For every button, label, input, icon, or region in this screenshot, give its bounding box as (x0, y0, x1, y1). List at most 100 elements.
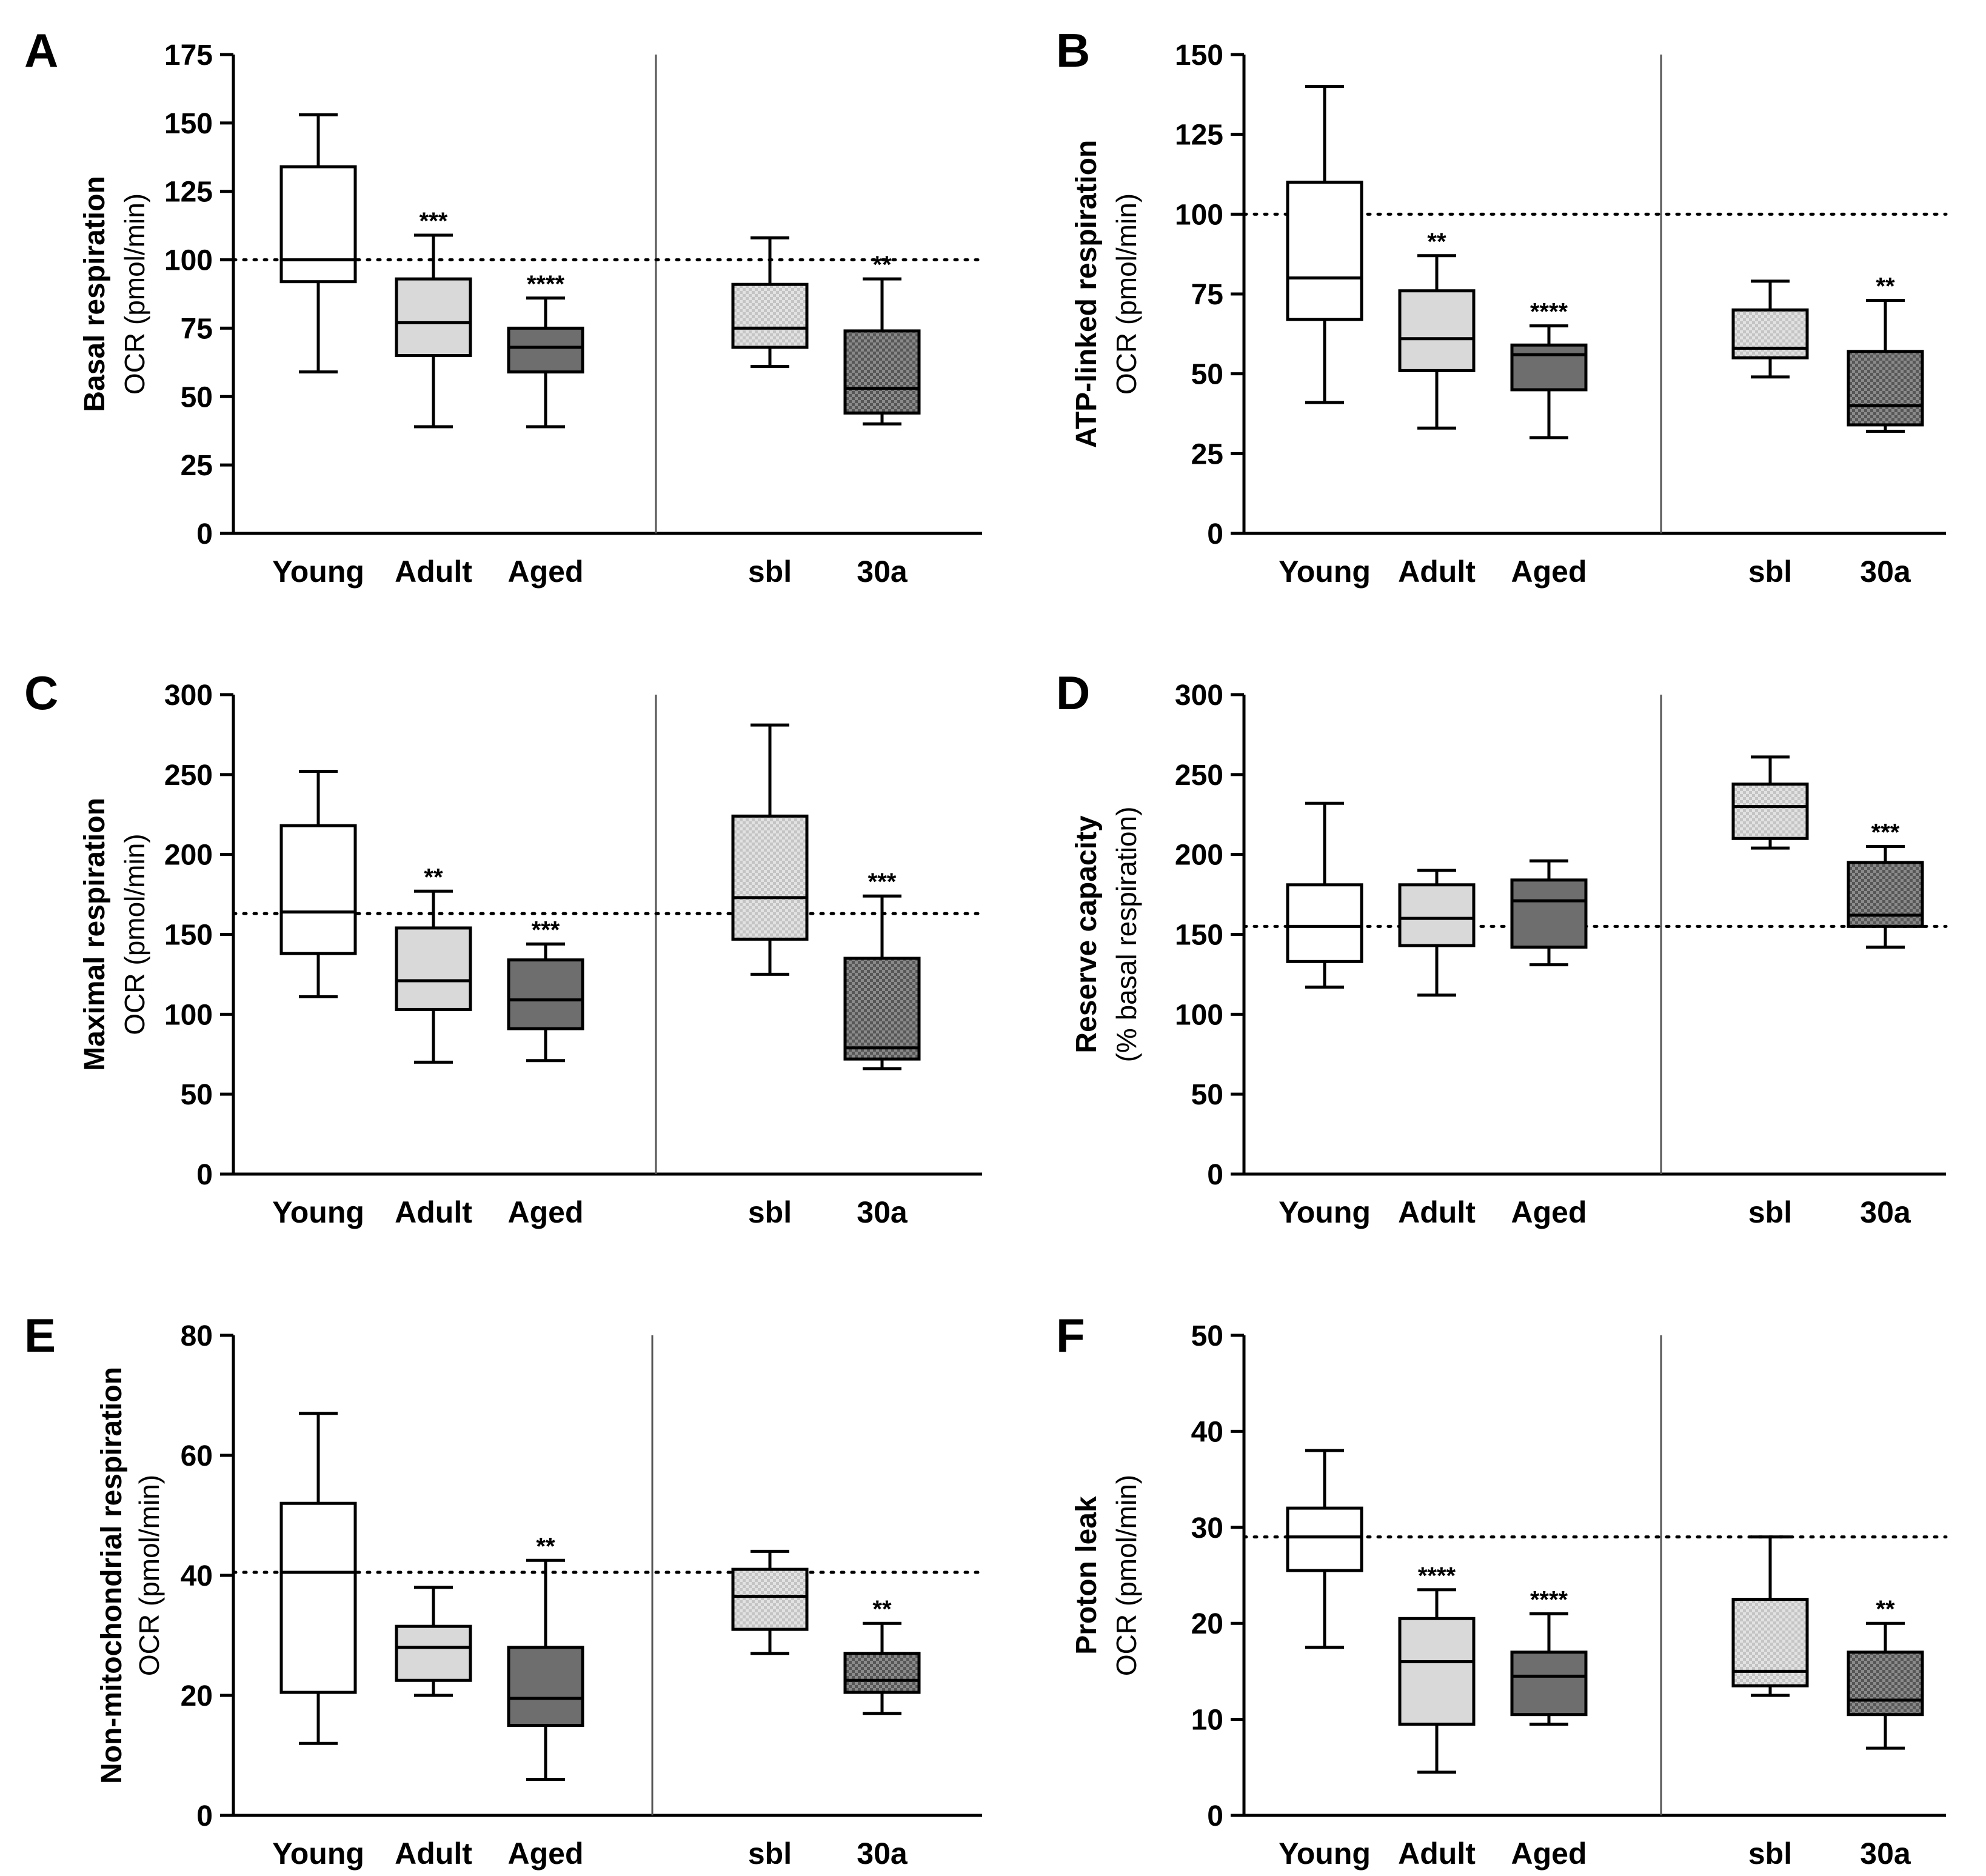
box-adult: *** (395, 208, 472, 429)
significance-marker: ** (872, 252, 892, 278)
x-category-label: sbl (1748, 1195, 1792, 1229)
y-tick-label: 300 (164, 679, 213, 712)
iqr-box (1286, 883, 1363, 963)
y-tick-label: 10 (1191, 1704, 1223, 1737)
panel-letter: A (24, 24, 58, 77)
x-category-label: Aged (1511, 1195, 1587, 1229)
y-tick-label: 150 (1175, 920, 1223, 952)
box-young (1286, 85, 1363, 404)
chart-panel-a: A 0 25 50 75 100 125 150 175 Basal respiration OCR… (24, 24, 984, 589)
x-category-label: 30a (1860, 1195, 1911, 1229)
x-category-label: Adult (395, 555, 472, 589)
box-young (1286, 1449, 1363, 1649)
y-tick-label: 75 (1191, 279, 1223, 311)
significance-marker: **** (1418, 1563, 1456, 1589)
y-axis-title: Maximal respiration (79, 798, 111, 1071)
x-category-label: 30a (857, 1837, 908, 1871)
box-sbl (1731, 755, 1809, 850)
box-30a: *** (843, 869, 921, 1070)
significance-marker: ** (1427, 229, 1446, 255)
y-tick-label: 50 (181, 1079, 213, 1111)
box-sbl (1731, 279, 1809, 379)
y-tick-label: 25 (1191, 438, 1223, 470)
box-30a: *** (1847, 819, 1924, 949)
iqr-box (1510, 878, 1588, 949)
box-adult: ** (395, 864, 472, 1064)
y-axis-subtitle: OCR (pmol/min) (1111, 193, 1142, 395)
x-category-label: Adult (395, 1195, 472, 1229)
iqr-box (1731, 308, 1809, 359)
significance-marker: *** (868, 869, 897, 895)
iqr-box (1847, 350, 1924, 427)
y-tick-label: 0 (1207, 1800, 1223, 1832)
x-category-label: sbl (1748, 1837, 1792, 1871)
y-axis-subtitle: OCR (pmol/min) (133, 1475, 165, 1676)
y-tick-label: 250 (1175, 759, 1223, 792)
y-tick-label: 100 (164, 999, 213, 1031)
x-category-label: 30a (857, 555, 908, 589)
x-category-label: Aged (508, 555, 584, 589)
y-tick-label: 0 (1207, 518, 1223, 550)
chart-panel-f: F 0 10 20 30 40 50 Proton leak OCR (pmol/min) You… (1056, 1309, 1948, 1871)
y-axis-subtitle: OCR (pmol/min) (119, 833, 150, 1035)
x-category-label: 30a (857, 1195, 908, 1229)
iqr-box (843, 956, 921, 1061)
significance-marker: **** (1530, 299, 1568, 325)
iqr-box (279, 165, 357, 284)
x-category-label: Young (272, 1195, 364, 1229)
box-adult (395, 1586, 472, 1697)
significance-marker: ** (536, 1533, 555, 1560)
iqr-box (507, 326, 584, 374)
iqr-box (1398, 883, 1476, 947)
x-category-label: sbl (748, 1195, 792, 1229)
x-category-label: sbl (1748, 555, 1792, 589)
chart-panel-c: C 0 50 100 150 200 250 300 Maximal respiration OC… (24, 666, 984, 1229)
iqr-box (1510, 343, 1588, 392)
box-sbl (731, 723, 809, 976)
x-category-label: Aged (1511, 1837, 1587, 1871)
y-tick-label: 50 (181, 381, 213, 413)
iqr-box (395, 926, 472, 1011)
panel-letter: D (1056, 666, 1090, 719)
box-30a: ** (1847, 1596, 1924, 1750)
y-tick-label: 100 (1175, 199, 1223, 231)
box-aged (1510, 859, 1588, 967)
box-30a: ** (843, 252, 921, 426)
significance-marker: **** (527, 271, 565, 298)
iqr-box (843, 329, 921, 415)
x-category-label: Young (272, 555, 364, 589)
iqr-box (843, 1652, 921, 1694)
box-adult: ** (1398, 229, 1476, 430)
x-category-label: sbl (748, 555, 792, 589)
y-tick-label: 20 (181, 1680, 213, 1712)
x-category-label: Young (1279, 555, 1371, 589)
iqr-box (731, 1567, 809, 1631)
iqr-box (395, 1624, 472, 1682)
panel-letter: F (1056, 1309, 1085, 1362)
y-axis-title: Reserve capacity (1071, 815, 1103, 1053)
box-aged: *** (507, 916, 584, 1063)
y-axis-subtitle: OCR (pmol/min) (119, 193, 150, 395)
x-category-label: sbl (748, 1837, 792, 1871)
chart-panel-b: B 0 25 50 75 100 125 150 ATP-linked respiration O… (1056, 24, 1948, 589)
x-category-label: Adult (1398, 1195, 1476, 1229)
y-tick-label: 200 (164, 840, 213, 872)
significance-marker: ** (1876, 273, 1895, 300)
iqr-box (279, 824, 357, 955)
x-category-label: Aged (508, 1837, 584, 1871)
iqr-box (507, 1646, 584, 1727)
y-axis-title: Basal respiration (79, 176, 111, 412)
iqr-box (1286, 1506, 1363, 1572)
panel-letter: C (24, 666, 58, 719)
box-young (279, 113, 357, 374)
box-young (279, 1412, 357, 1745)
y-tick-label: 40 (181, 1560, 213, 1592)
iqr-box (395, 277, 472, 358)
iqr-box (731, 814, 809, 941)
y-axis-title: Non-mitochondrial respiration (96, 1367, 128, 1784)
y-tick-label: 300 (1175, 679, 1223, 712)
y-axis-title: ATP-linked respiration (1071, 140, 1103, 449)
y-tick-label: 125 (1175, 119, 1223, 152)
y-tick-label: 150 (164, 108, 213, 140)
